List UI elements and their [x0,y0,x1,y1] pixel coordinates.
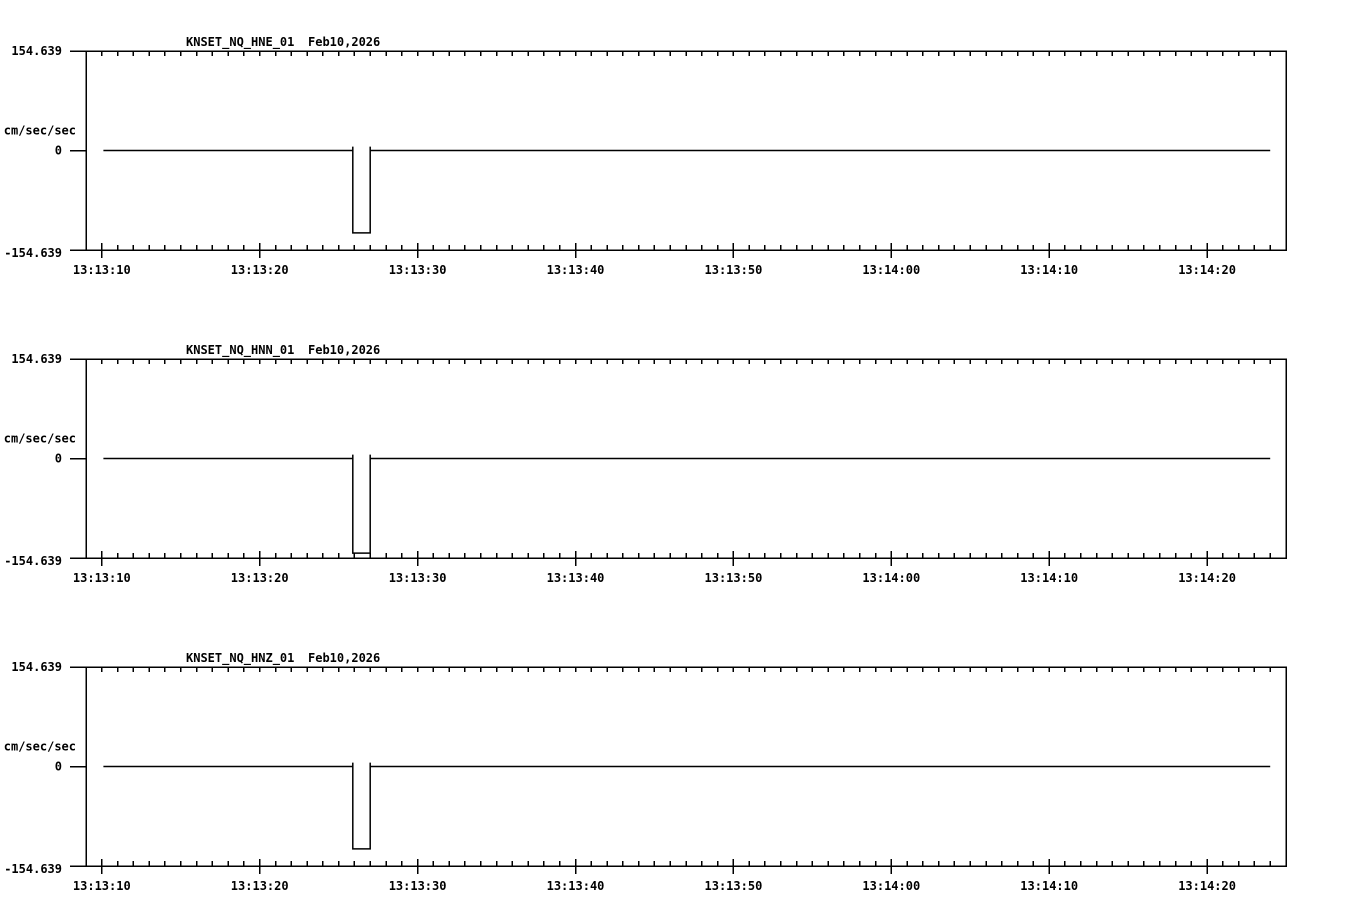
x-tick-label: 13:13:20 [231,879,289,893]
y-axis-units-label: cm/sec/sec [4,124,76,138]
x-tick-label: 13:13:30 [389,571,447,585]
x-tick-label: 13:14:00 [862,571,920,585]
x-tick-label: 13:13:10 [73,571,131,585]
x-tick-label: 13:14:10 [1020,571,1078,585]
x-tick-label: 13:13:40 [547,263,605,277]
plot-title-date: Feb10,2026 [308,343,380,357]
x-tick-label: 13:13:10 [73,879,131,893]
x-minor-ticks [85,667,1287,866]
x-tick-label: 13:13:20 [231,263,289,277]
x-tick-label: 13:13:30 [389,263,447,277]
x-tick-label: 13:14:20 [1178,879,1236,893]
seismogram-chart: KNSET_NQ_HNN_01 Feb10,2026 154.639 cm/sec/s… [4,343,1287,585]
x-tick-label: 13:13:30 [389,879,447,893]
x-tick-label: 13:13:50 [705,571,763,585]
seismogram-chart: KNSET_NQ_HNZ_01 Feb10,2026 154.639 cm/sec/s… [4,651,1287,893]
x-tick-label: 13:13:40 [547,879,605,893]
y-axis-units-label: cm/sec/sec [4,432,76,446]
x-minor-ticks [85,359,1287,558]
x-tick-label: 13:13:10 [73,263,131,277]
y-tick-label-zero: 0 [55,452,62,466]
x-tick-label: 13:14:00 [862,879,920,893]
plot-title-station: KNSET_NQ_HNZ_01 [186,651,294,666]
seismogram-chart: KNSET_NQ_HNE_01 Feb10,2026 154.639 cm/sec/s… [4,35,1287,277]
y-tick-label-min: -154.639 [4,554,62,568]
waveform-trace [103,454,1271,554]
plot-title-date: Feb10,2026 [308,651,380,665]
y-ticks [70,50,86,251]
y-axis-units-label: cm/sec/sec [4,740,76,754]
y-tick-label-zero: 0 [55,144,62,158]
y-tick-label-max: 154.639 [11,660,62,674]
y-tick-label-max: 154.639 [11,44,62,58]
seismogram-panel-hnn: KNSET_NQ_HNN_01 Feb10,2026 154.639 cm/sec/s… [0,308,1358,616]
x-tick-label: 13:14:10 [1020,263,1078,277]
x-tick-label: 13:13:50 [705,879,763,893]
x-tick-label: 13:14:00 [862,263,920,277]
plot-title-station: KNSET_NQ_HNN_01 [186,343,294,358]
x-major-ticks [101,551,1208,566]
x-tick-label: 13:14:20 [1178,571,1236,585]
x-tick-label: 13:13:40 [547,571,605,585]
y-tick-label-min: -154.639 [4,862,62,876]
plot-title-station: KNSET_NQ_HNE_01 [186,35,294,50]
x-tick-label: 13:13:50 [705,263,763,277]
y-tick-label-max: 154.639 [11,352,62,366]
x-minor-ticks [85,51,1287,250]
y-ticks [70,358,86,559]
y-tick-label-zero: 0 [55,760,62,774]
seismogram-panel-hnz: KNSET_NQ_HNZ_01 Feb10,2026 154.639 cm/sec/s… [0,616,1358,924]
x-tick-label: 13:14:20 [1178,263,1236,277]
x-major-ticks [101,859,1208,874]
x-tick-label: 13:13:20 [231,571,289,585]
seismogram-panel-hne: KNSET_NQ_HNE_01 Feb10,2026 154.639 cm/sec/s… [0,0,1358,308]
x-tick-label: 13:14:10 [1020,879,1078,893]
waveform-trace [103,146,1271,234]
plot-title-date: Feb10,2026 [308,35,380,49]
x-major-ticks [101,243,1208,258]
waveform-trace [103,762,1271,850]
y-ticks [70,666,86,867]
y-tick-label-min: -154.639 [4,246,62,260]
